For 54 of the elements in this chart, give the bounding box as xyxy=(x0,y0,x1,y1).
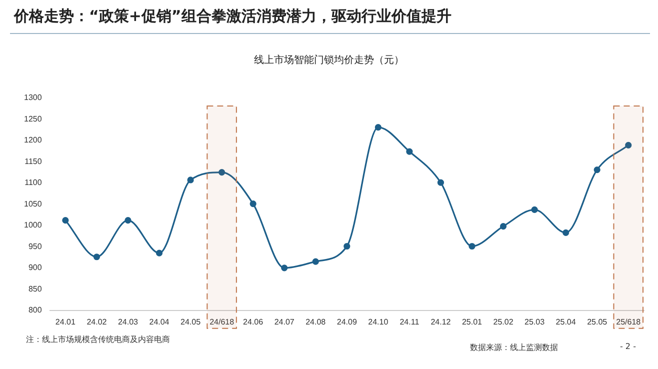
x-tick-label: 24.06 xyxy=(243,317,264,326)
x-tick-label: 24.01 xyxy=(55,317,76,326)
x-tick-label: 25.01 xyxy=(462,317,483,326)
x-tick-label: 24.09 xyxy=(336,317,358,326)
point xyxy=(625,142,632,148)
y-tick-label: 1250 xyxy=(24,114,42,124)
point xyxy=(374,124,382,131)
source-note: 数据来源：线上监测数据 xyxy=(470,342,558,353)
y-tick-label: 850 xyxy=(28,284,42,294)
point xyxy=(344,242,350,250)
point xyxy=(531,206,538,214)
y-tick-label: 1100 xyxy=(24,178,42,188)
chart-subtitle: 线上市场智能门锁均价走势（元） xyxy=(253,54,405,67)
point xyxy=(62,217,69,224)
y-tick-label: 1200 xyxy=(24,136,42,145)
text: 注：线上市场规模含传统电商及内容电商 xyxy=(26,334,170,345)
x-tick-label: 24.03 xyxy=(118,317,139,326)
x-tick-label: 24.05 xyxy=(180,317,202,326)
point xyxy=(594,166,600,174)
point xyxy=(562,229,570,236)
text: - 2 - xyxy=(620,342,636,351)
point xyxy=(281,264,288,272)
x-tick-label: 25.03 xyxy=(524,317,546,326)
x-tick-label: 24.04 xyxy=(149,317,170,326)
point xyxy=(124,217,132,224)
y-tick-label: 1300 xyxy=(24,93,42,102)
y-tick-label: 900 xyxy=(28,263,42,272)
y-tick-label: 800 xyxy=(28,306,42,315)
point xyxy=(406,148,413,155)
x-tick-label: 25/618 xyxy=(616,317,642,326)
point xyxy=(437,179,444,186)
y-tick-label: 1000 xyxy=(24,220,42,230)
x-tick-label: 24.07 xyxy=(274,317,295,326)
x-tick-label: 25.05 xyxy=(587,317,608,326)
x-tick-label: 24.11 xyxy=(400,317,420,326)
chart-title: 价格走势：“政策+促销”组合拳激活消费潜力，驱动行业价值提升 xyxy=(14,7,452,26)
y-tick-label: 1150 xyxy=(24,156,42,166)
point xyxy=(468,242,476,250)
point xyxy=(218,169,226,176)
x-tick-label: 25.04 xyxy=(556,317,576,326)
point xyxy=(500,222,507,230)
x-tick-label: 24.08 xyxy=(306,317,326,326)
point xyxy=(312,258,319,265)
point xyxy=(250,200,256,208)
x-tick-label: 24/618 xyxy=(210,317,235,326)
point xyxy=(93,254,100,260)
y-tick-label: 950 xyxy=(28,242,42,251)
x-tick-label: 24.12 xyxy=(430,317,452,326)
x-tick-label: 24.10 xyxy=(368,317,389,326)
x-tick-label: 25.02 xyxy=(493,317,514,326)
y-tick-label: 1050 xyxy=(24,199,42,208)
point xyxy=(156,250,163,256)
x-tick-label: 24.02 xyxy=(86,317,108,326)
point xyxy=(187,176,194,184)
